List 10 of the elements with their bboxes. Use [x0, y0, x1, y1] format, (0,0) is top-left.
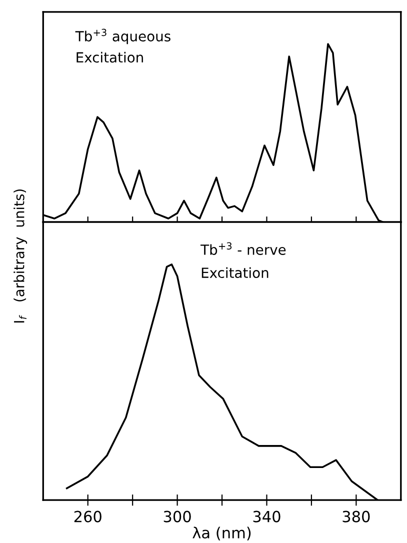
- x-tick-label: 260: [74, 510, 102, 522]
- annotation: Tb$^{+3}$ aqueous: [75, 28, 170, 44]
- x-tick-label: 300: [164, 510, 191, 522]
- x-axis-title: λa (nm): [192, 526, 251, 540]
- text: Tb$^{+3}$ - nerve: [200, 242, 286, 255]
- text: I$_{f}$ (arbitrary units): [14, 189, 28, 323]
- annotation: Excitation: [202, 267, 268, 278]
- annotation: Excitation: [76, 52, 143, 63]
- x-tick-label: 380: [342, 510, 370, 522]
- x-tick-label: 340: [253, 510, 280, 522]
